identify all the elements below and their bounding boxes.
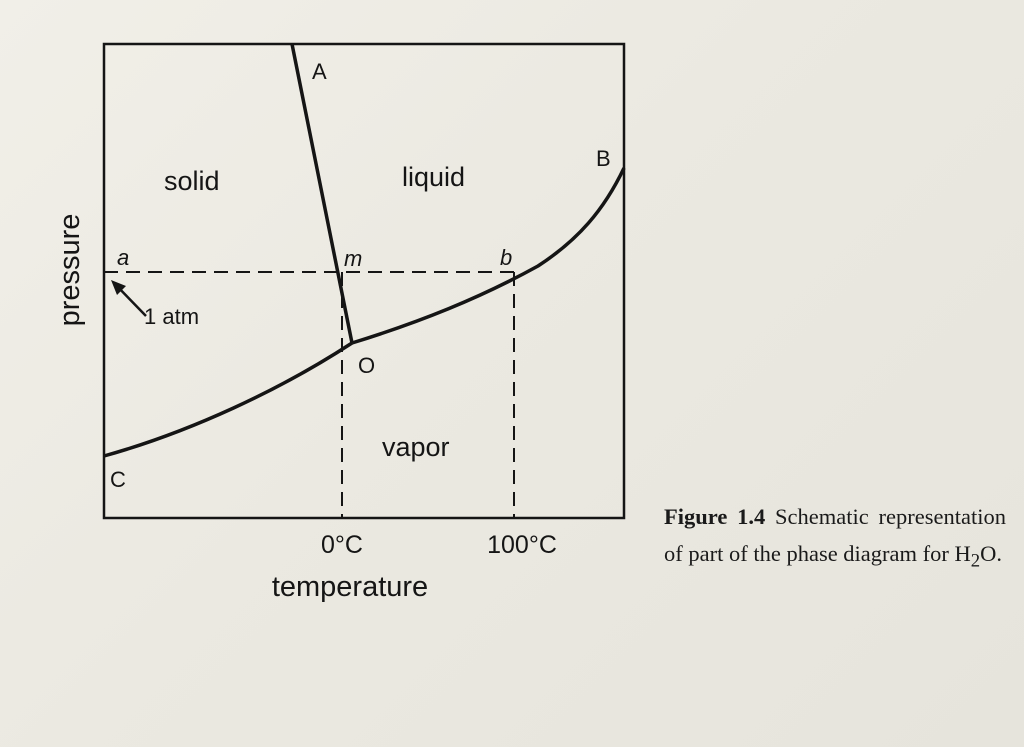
region-solid: solid xyxy=(164,166,220,196)
liquid-vapor-boundary xyxy=(351,167,626,345)
solid-liquid-boundary xyxy=(290,43,354,344)
point-a: a xyxy=(117,245,129,270)
point-m: m xyxy=(344,246,362,271)
region-vapor: vapor xyxy=(382,432,450,462)
figure-label: Figure 1.4 xyxy=(664,504,766,529)
solid-vapor-boundary xyxy=(103,341,353,458)
caption-text-end: O. xyxy=(980,541,1003,566)
pressure-marker-1atm: 1 atm xyxy=(144,304,199,329)
caption-text: Schematic representation of part of the … xyxy=(664,504,1006,566)
point-O: O xyxy=(358,353,375,378)
region-liquid: liquid xyxy=(402,162,465,192)
plot-frame xyxy=(102,42,626,520)
one-atm-arrow-head xyxy=(111,280,126,295)
point-C: C xyxy=(110,467,126,492)
point-B: B xyxy=(596,146,611,171)
point-A: A xyxy=(312,59,327,84)
point-b: b xyxy=(500,245,512,270)
x-axis-title: temperature xyxy=(272,571,428,603)
tick-100c: 100°C xyxy=(487,531,557,559)
tick-0c: 0°C xyxy=(321,531,363,559)
y-axis-title: pressure xyxy=(54,214,86,327)
caption-subscript: 2 xyxy=(970,550,981,572)
figure-caption: Figure 1.4 Schematic representation of p… xyxy=(664,498,1006,580)
